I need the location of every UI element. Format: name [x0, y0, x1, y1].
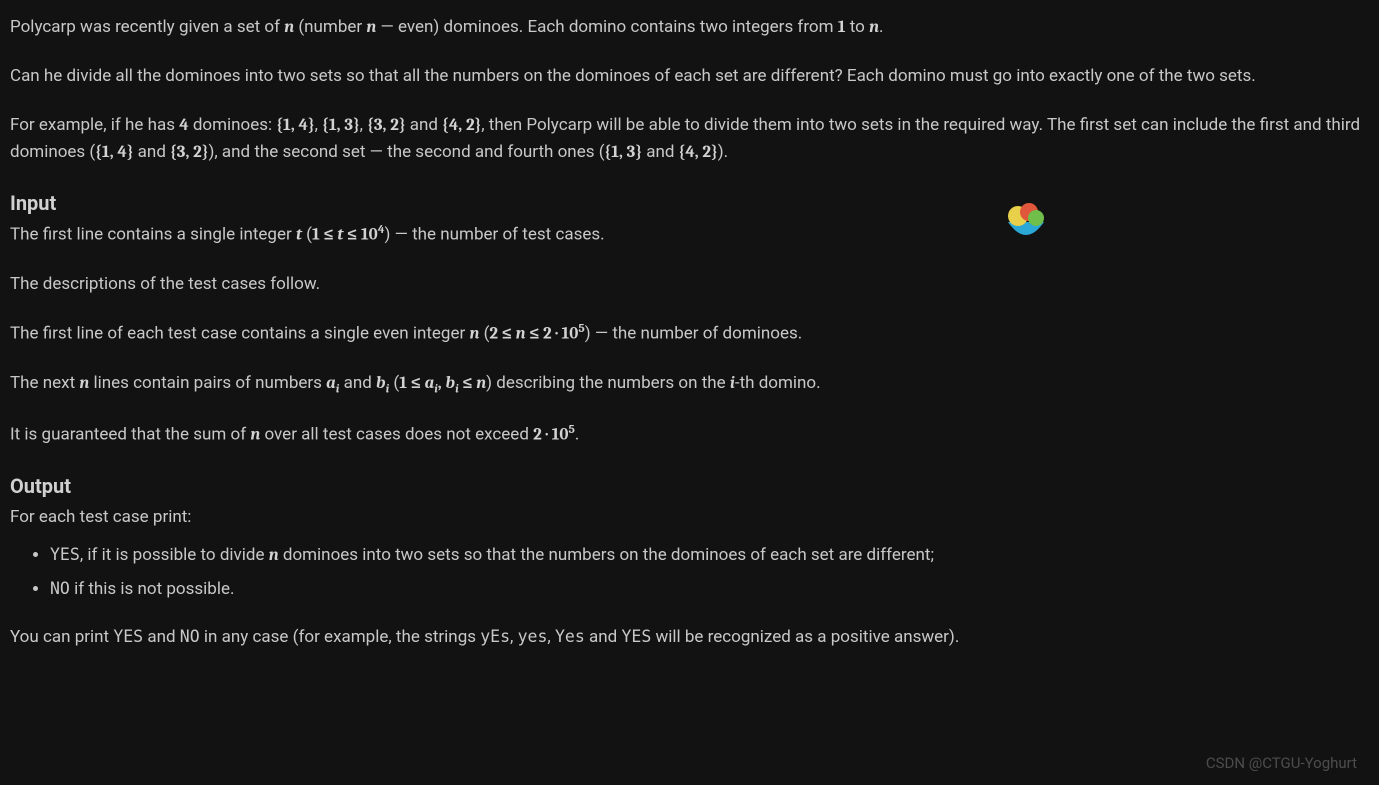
math-n: n: [250, 426, 260, 445]
text: — even) dominoes. Each domino contains t…: [376, 17, 837, 37]
math-set: {1, 3}: [322, 116, 359, 135]
code-yes: YES: [50, 545, 80, 564]
math-range: ≤ 2 · 10: [526, 324, 579, 343]
para-output-case: You can print YES and NO in any case (fo…: [10, 624, 1369, 650]
math-range: 1 ≤: [399, 374, 424, 393]
text: The first line contains a single integer: [10, 225, 296, 245]
text: dominoes into two sets so that the numbe…: [279, 545, 934, 565]
text: and: [143, 627, 180, 647]
math-set: {4, 2}: [679, 143, 718, 162]
math-set: {4, 2}: [442, 116, 481, 135]
text: It is guaranteed that the sum of: [10, 425, 250, 445]
text: and: [133, 142, 170, 162]
math-n: n: [516, 324, 526, 343]
text: lines contain pairs of numbers: [89, 373, 326, 393]
text: and: [585, 627, 622, 647]
text: and: [406, 115, 443, 135]
text: , if it is possible to divide: [80, 545, 269, 565]
para-input-n: The first line of each test case contain…: [10, 320, 1369, 348]
text: and: [642, 142, 679, 162]
math-le: ≤: [459, 374, 477, 393]
math-4: 4: [179, 116, 188, 135]
para-example: For example, if he has 4 dominoes: {1, 4…: [10, 112, 1369, 167]
text: For example, if he has: [10, 115, 179, 135]
code-variant: YES: [621, 627, 651, 646]
text: The first line of each test case contain…: [10, 323, 469, 343]
code-variant: yes: [518, 627, 548, 646]
text: dominoes:: [189, 115, 277, 135]
text: will be recognized as a positive answer)…: [651, 627, 959, 647]
heading-input: Input: [10, 188, 1369, 219]
para-intro-1: Polycarp was recently given a set of n (…: [10, 14, 1369, 41]
text: ,: [547, 627, 555, 647]
watermark: CSDN @CTGU-Yoghurt: [1206, 752, 1357, 775]
text: (: [389, 373, 399, 393]
text: .: [575, 425, 579, 445]
text: ) describing the numbers on the: [486, 373, 730, 393]
math-n: n: [469, 324, 479, 343]
heading-output: Output: [10, 471, 1369, 502]
text: ) — the number of dominoes.: [585, 323, 803, 343]
math-b: b: [445, 374, 455, 393]
code-variant: Yes: [555, 627, 585, 646]
text: ) — the number of test cases.: [385, 225, 605, 245]
math-set: {1, 4}: [95, 143, 133, 162]
math-a: a: [326, 374, 336, 393]
math-range: ≤ 10: [343, 226, 377, 245]
text: (number: [294, 17, 366, 37]
text: (: [302, 225, 312, 245]
text: to: [846, 17, 870, 37]
text: Polycarp was recently given a set of: [10, 17, 284, 37]
text: You can print: [10, 627, 113, 647]
text: and: [339, 373, 376, 393]
math-a: a: [425, 374, 435, 393]
math-n: n: [366, 18, 376, 37]
math-n: n: [79, 374, 89, 393]
text: ,: [510, 627, 518, 647]
para-input-sum: It is guaranteed that the sum of n over …: [10, 421, 1369, 449]
para-input-t: The first line contains a single integer…: [10, 221, 1369, 249]
text: -th domino.: [735, 373, 821, 393]
math-1: 1: [838, 18, 846, 37]
math-n: n: [284, 18, 294, 37]
code-no: NO: [180, 627, 200, 646]
list-item: NO if this is not possible.: [50, 576, 1369, 602]
para-input-pairs: The next n lines contain pairs of number…: [10, 370, 1369, 399]
math-range: 1 ≤: [312, 226, 337, 245]
math-set: {1, 4}: [276, 116, 314, 135]
code-no: NO: [50, 579, 70, 598]
text: ), and the second set — the second and f…: [208, 142, 604, 162]
math-b: b: [376, 374, 386, 393]
math-n: n: [476, 374, 486, 393]
para-intro-2: Can he divide all the dominoes into two …: [10, 63, 1369, 89]
math-set: {3, 2}: [170, 143, 208, 162]
output-list: YES, if it is possible to divide n domin…: [50, 542, 1369, 602]
math-exp: 4: [378, 223, 385, 237]
math-limit: 2 · 10: [533, 426, 568, 445]
para-input-desc: The descriptions of the test cases follo…: [10, 271, 1369, 297]
para-output-intro: For each test case print:: [10, 504, 1369, 530]
text: if this is not possible.: [70, 579, 235, 599]
code-variant: yEs: [480, 627, 510, 646]
math-set: {3, 2}: [367, 116, 405, 135]
text: ).: [718, 142, 728, 162]
math-range: 2 ≤: [489, 324, 515, 343]
text: in any case (for example, the strings: [200, 627, 481, 647]
text: over all test cases does not exceed: [260, 425, 533, 445]
text: The next: [10, 373, 79, 393]
code-yes: YES: [113, 627, 143, 646]
math-n: n: [269, 546, 279, 565]
text: .: [879, 17, 883, 37]
math-set: {1, 3}: [605, 143, 642, 162]
math-n: n: [869, 18, 879, 37]
list-item: YES, if it is possible to divide n domin…: [50, 542, 1369, 569]
text: (: [479, 323, 489, 343]
